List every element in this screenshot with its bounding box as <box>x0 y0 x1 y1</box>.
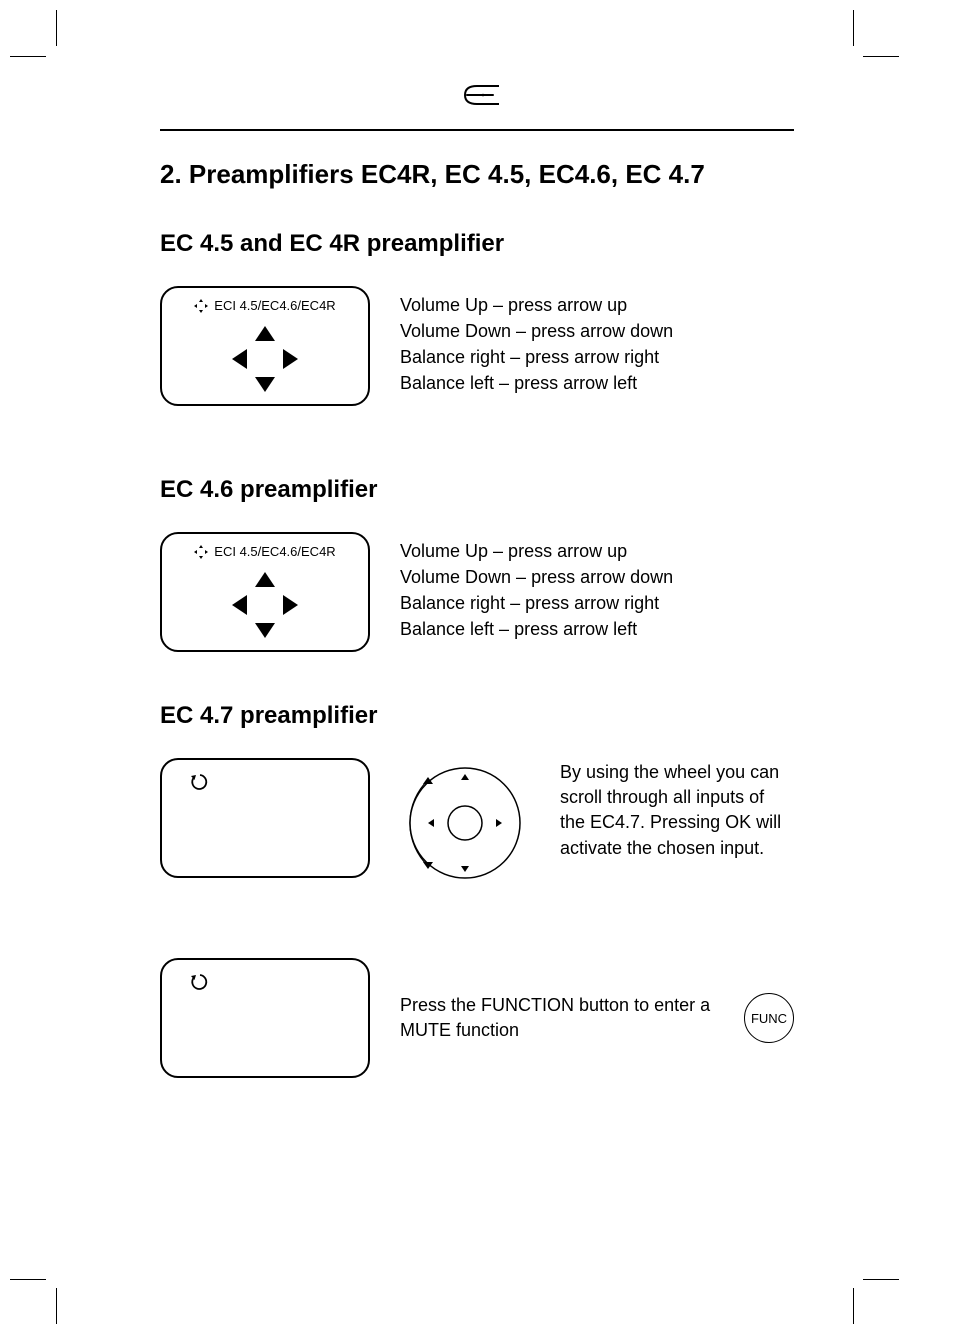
arrow-up-icon <box>255 572 275 587</box>
dpad-mini-icon <box>194 545 208 559</box>
arrow-right-icon <box>283 349 298 369</box>
dpad-icon <box>230 324 300 394</box>
arrow-instructions: Volume Up – press arrow up Volume Down –… <box>400 538 673 642</box>
func-button-icon: FUNC <box>744 993 794 1043</box>
crop-mark <box>853 1288 854 1324</box>
crop-mark <box>863 56 899 57</box>
arrow-down-icon <box>255 623 275 638</box>
instruction-line: Balance left – press arrow left <box>400 616 673 642</box>
instruction-line: Volume Down – press arrow down <box>400 564 673 590</box>
instruction-line: Balance right – press arrow right <box>400 344 673 370</box>
arrow-instructions: Volume Up – press arrow up Volume Down –… <box>400 292 673 396</box>
crop-mark <box>56 1288 57 1324</box>
arrow-up-icon <box>255 326 275 341</box>
crop-mark <box>863 1279 899 1280</box>
instruction-line: Balance right – press arrow right <box>400 590 673 616</box>
section-heading-ec45-ec4r: EC 4.5 and EC 4R preamplifier <box>160 230 794 258</box>
wheel-instructions: By using the wheel you can scroll throug… <box>560 760 790 861</box>
crop-mark <box>10 1279 46 1280</box>
remote-blank-diagram <box>160 758 370 878</box>
remote-blank-diagram <box>160 958 370 1078</box>
dpad-mini-icon <box>194 299 208 313</box>
arrow-left-icon <box>232 595 247 615</box>
section-heading-ec47: EC 4.7 preamplifier <box>160 702 794 730</box>
brand-logo <box>160 80 794 115</box>
instruction-line: Volume Up – press arrow up <box>400 538 673 564</box>
instruction-line: Volume Down – press arrow down <box>400 318 673 344</box>
rotate-icon <box>190 772 210 792</box>
remote-diagram: ECI 4.5/EC4.6/EC4R <box>160 286 370 406</box>
remote-header-label: ECI 4.5/EC4.6/EC4R <box>214 298 335 313</box>
remote-header-label: ECI 4.5/EC4.6/EC4R <box>214 544 335 559</box>
arrow-down-icon <box>255 377 275 392</box>
page-title: 2. Preamplifiers EC4R, EC 4.5, EC4.6, EC… <box>160 159 794 190</box>
function-instructions: Press the FUNCTION button to enter a MUT… <box>400 993 714 1043</box>
rotate-icon <box>190 972 210 992</box>
remote-diagram: ECI 4.5/EC4.6/EC4R <box>160 532 370 652</box>
arrow-right-icon <box>283 595 298 615</box>
crop-mark <box>56 10 57 46</box>
instruction-line: Volume Up – press arrow up <box>400 292 673 318</box>
scroll-wheel-diagram <box>400 758 530 888</box>
dpad-icon <box>230 570 300 640</box>
instruction-line: Balance left – press arrow left <box>400 370 673 396</box>
horizontal-rule <box>160 129 794 131</box>
arrow-left-icon <box>232 349 247 369</box>
crop-mark <box>10 56 46 57</box>
crop-mark <box>853 10 854 46</box>
section-heading-ec46: EC 4.6 preamplifier <box>160 476 794 504</box>
